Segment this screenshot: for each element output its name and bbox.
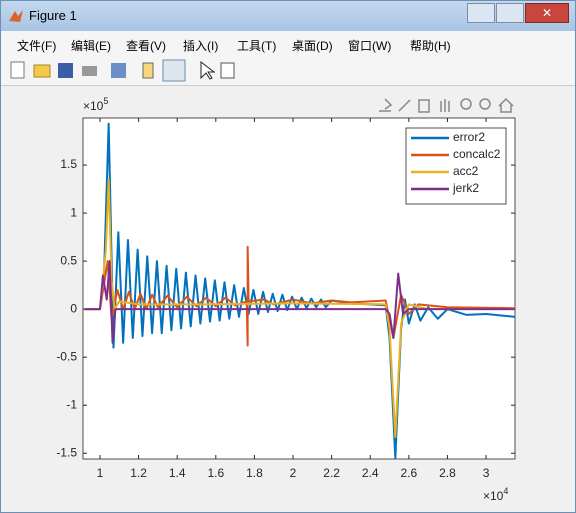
window-buttons: ✕ [467, 3, 569, 23]
x-multiplier-exp: 4 [503, 486, 508, 496]
toolbar-icons [10, 59, 235, 82]
export-icon[interactable] [379, 98, 393, 112]
x-multiplier-base: ×10 [483, 489, 504, 503]
x-tick-label: 3 [483, 466, 490, 480]
pointer-icon[interactable] [200, 60, 216, 80]
series-line [84, 245, 515, 347]
zoom-in-icon[interactable] [460, 98, 472, 110]
x-tick-label: 1 [97, 466, 104, 480]
plot-area [84, 122, 515, 459]
x-tick-label: 2 [290, 466, 297, 480]
menu-item[interactable]: 帮助(H) [410, 39, 451, 53]
x-tick-label: 2.4 [362, 466, 379, 480]
legend-label: acc2 [453, 164, 479, 178]
x-tick-label: 1.2 [130, 466, 147, 480]
maximize-button[interactable] [496, 3, 524, 23]
y-tick-label: 1.5 [60, 157, 77, 171]
series-line [84, 178, 515, 438]
menu-item[interactable]: 窗口(W) [348, 39, 392, 53]
x-multiplier: ×104 [483, 486, 508, 503]
menu-item[interactable]: 文件(F) [17, 39, 57, 53]
datatip-icon[interactable] [418, 99, 430, 113]
brush-icon[interactable] [398, 99, 411, 112]
pan-icon[interactable] [440, 99, 450, 112]
y-multiplier-exp: 5 [103, 96, 108, 106]
legend-label: error2 [453, 130, 485, 144]
menu-item[interactable]: 插入(I) [183, 39, 219, 53]
title-bar: Figure 1 ✕ [1, 1, 575, 31]
minimize-button[interactable] [467, 3, 495, 23]
open-icon[interactable] [33, 64, 51, 78]
legend-box [405, 127, 507, 205]
axes-toolbar [379, 97, 514, 113]
menu-item[interactable]: 桌面(D) [292, 39, 333, 53]
legend-label: jerk2 [452, 181, 479, 195]
menu-item[interactable]: 编辑(E) [71, 39, 111, 53]
x-tick-label: 2.8 [439, 466, 456, 480]
close-button[interactable]: ✕ [525, 3, 569, 23]
y-multiplier: ×105 [83, 96, 108, 113]
series-line [84, 260, 515, 344]
menu-bar: 文件(F) 编辑(E) 查看(V) 插入(I) 工具(T) 桌面(D) 窗口(W) 帮助(H) [1, 31, 575, 56]
x-tick-label: 1.4 [169, 466, 186, 480]
zoom-out-icon[interactable] [479, 98, 491, 110]
x-tick-label: 1.8 [246, 466, 263, 480]
y-tick-label: 1 [70, 205, 77, 219]
toolbar [1, 56, 575, 86]
legend-icon[interactable] [162, 59, 186, 82]
colorbar-icon[interactable] [142, 62, 154, 79]
y-tick-label: 0 [70, 301, 77, 315]
x-tick-label: 2.6 [400, 466, 417, 480]
print-icon[interactable] [82, 66, 97, 76]
menu-item[interactable]: 查看(V) [126, 39, 166, 53]
save-icon[interactable] [58, 63, 73, 78]
y-multiplier-base: ×10 [83, 99, 104, 113]
y-tick-label: -1 [66, 397, 77, 411]
home-icon[interactable] [498, 97, 514, 113]
x-tick-label: 2.2 [323, 466, 340, 480]
app-icon [9, 10, 23, 22]
property-icon[interactable] [220, 62, 235, 79]
y-tick-label: -1.5 [56, 445, 77, 459]
new-icon[interactable] [10, 61, 25, 79]
menu-item[interactable]: 工具(T) [237, 39, 277, 53]
legend-label: concalc2 [453, 147, 501, 161]
x-tick-label: 1.6 [207, 466, 224, 480]
y-tick-label: -0.5 [56, 349, 77, 363]
y-tick-label: 0.5 [60, 253, 77, 267]
window-title: Figure 1 [29, 8, 77, 23]
link-icon[interactable] [111, 63, 126, 78]
